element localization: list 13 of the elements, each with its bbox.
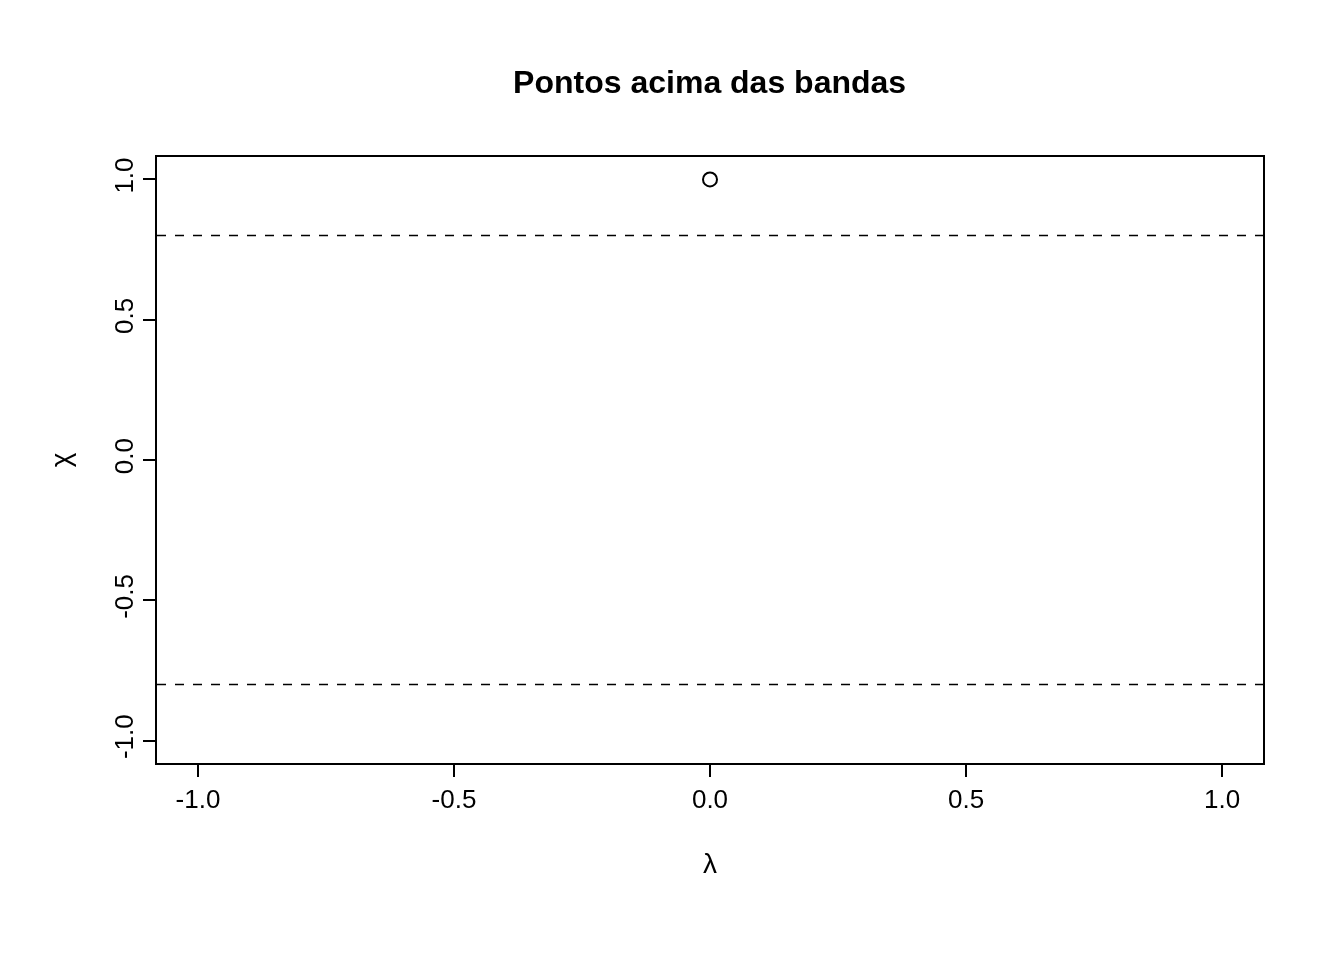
y-tick-label: -1.0 — [108, 714, 139, 760]
y-tick-label: 1.0 — [108, 157, 139, 194]
x-tick-label: -0.5 — [431, 783, 477, 814]
y-tick-label: 0.0 — [108, 438, 139, 475]
y-axis-title: χ — [45, 452, 77, 468]
y-tick-label: 0.5 — [108, 297, 139, 334]
x-tick-label: 0.0 — [691, 783, 729, 814]
y-tick-label: -0.5 — [108, 573, 139, 619]
x-tick-label: 1.0 — [1203, 783, 1241, 814]
x-tick-label: -1.0 — [175, 783, 221, 814]
x-tick-label: 0.5 — [947, 783, 985, 814]
x-axis-title: λ — [703, 847, 717, 879]
chart-title: Pontos acima das bandas — [513, 63, 907, 100]
